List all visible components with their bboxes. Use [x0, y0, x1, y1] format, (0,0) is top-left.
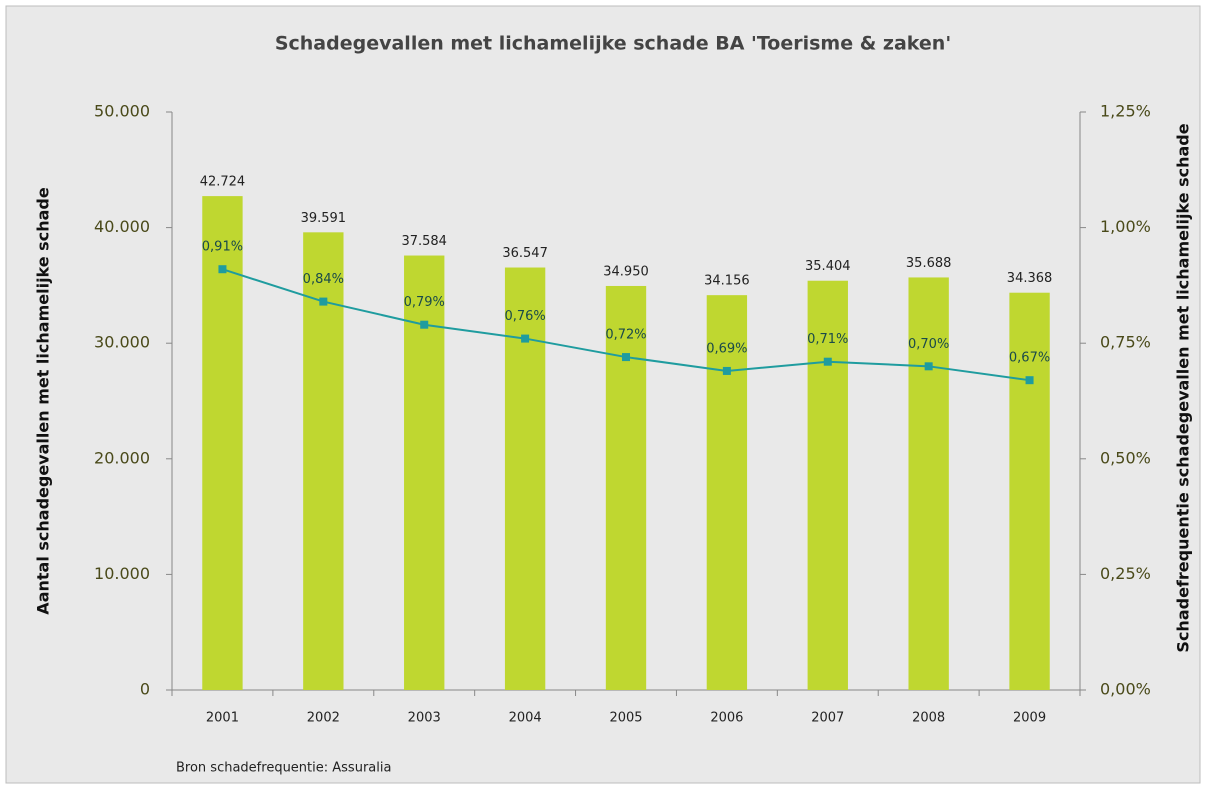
line-value-label: 0,91%: [202, 240, 243, 255]
line-marker: [622, 353, 630, 362]
y-tick-label: 20.000: [94, 448, 150, 467]
line-marker: [420, 320, 429, 329]
bar-value-label: 35.688: [906, 256, 952, 271]
bar: [908, 277, 949, 690]
y-tick-label: 40.000: [94, 217, 150, 236]
y-tick-label: 30.000: [94, 333, 150, 352]
line-value-label: 0,71%: [807, 332, 848, 347]
y2-tick-label: 1,00%: [1100, 217, 1151, 236]
bar-value-label: 34.950: [603, 264, 649, 279]
line-marker: [924, 362, 933, 371]
bar-value-label: 37.584: [401, 234, 447, 249]
bar: [202, 196, 243, 690]
bar: [605, 285, 647, 690]
chart-title: Schadegevallen met lichamelijke schade B…: [275, 33, 951, 55]
line-value-label: 0,69%: [706, 341, 747, 356]
line-value-label: 0,79%: [404, 295, 445, 310]
x-tick-label: 2006: [710, 711, 743, 726]
bar-value-label: 36.547: [502, 246, 548, 261]
x-tick-label: 2004: [509, 711, 542, 726]
y-tick-label: 0: [140, 680, 150, 699]
y-tick-label: 50.000: [94, 102, 150, 121]
line-value-label: 0,84%: [303, 272, 344, 287]
line-marker: [319, 297, 328, 306]
y2-tick-label: 1,25%: [1100, 102, 1151, 121]
x-tick-label: 2007: [811, 711, 844, 726]
line-value-label: 0,70%: [908, 337, 949, 352]
x-tick-label: 2008: [912, 711, 945, 726]
x-tick-label: 2003: [408, 711, 441, 726]
y2-tick-label: 0,75%: [1100, 333, 1151, 352]
bar: [1009, 292, 1050, 690]
y2-tick-label: 0,00%: [1100, 680, 1151, 699]
x-tick-label: 2001: [206, 711, 239, 726]
y-tick-label: 10.000: [94, 564, 150, 583]
bar: [504, 267, 546, 690]
line-marker: [1025, 376, 1034, 385]
line-value-label: 0,67%: [1009, 351, 1050, 366]
line-marker: [722, 366, 731, 375]
y2-tick-label: 0,25%: [1100, 564, 1151, 583]
bar: [807, 280, 848, 690]
line-marker: [521, 334, 530, 343]
bar-value-label: 39.591: [301, 211, 347, 226]
source-note: Bron schadefrequentie: Assuralia: [176, 761, 391, 776]
y-axis-label: Aantal schadegevallen met lichamelijke s…: [34, 187, 53, 615]
y2-axis-label: Schadefrequentie schadegevallen met lich…: [1174, 123, 1193, 652]
x-tick-label: 2009: [1013, 711, 1046, 726]
line-value-label: 0,72%: [605, 328, 646, 343]
line-value-label: 0,76%: [504, 309, 545, 324]
bar-value-label: 42.724: [200, 175, 246, 190]
bar: [706, 295, 748, 690]
x-tick-label: 2002: [307, 711, 340, 726]
bar: [303, 232, 344, 690]
bar-value-label: 34.368: [1007, 271, 1053, 286]
line-marker: [218, 265, 227, 274]
bar-value-label: 35.404: [805, 259, 851, 274]
y2-tick-label: 0,50%: [1100, 448, 1151, 467]
line-marker: [823, 357, 832, 366]
x-tick-label: 2005: [609, 711, 642, 726]
bar-value-label: 34.156: [704, 274, 750, 289]
